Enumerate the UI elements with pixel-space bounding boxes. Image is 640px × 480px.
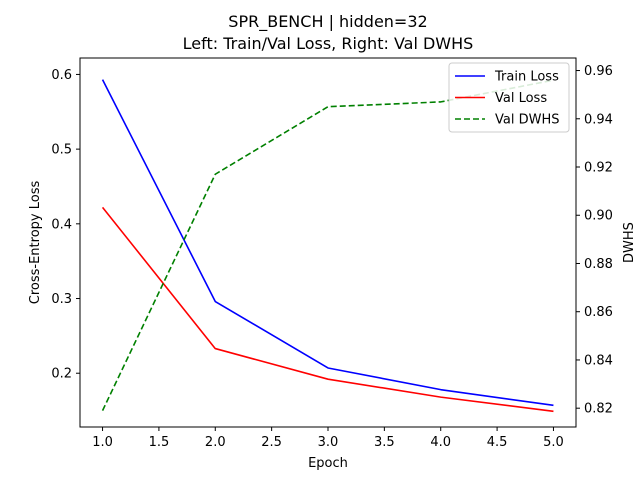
y-axis-left-label: Cross-Entropy Loss [28, 181, 43, 305]
y-right-tick-label: 0.96 [584, 64, 613, 79]
x-tick-label: 2.0 [205, 435, 226, 450]
legend-box [448, 62, 570, 133]
y-axis-right-label: DWHS [622, 222, 637, 263]
x-tick-label: 5.0 [543, 435, 564, 450]
y-right-tick-label: 0.90 [584, 209, 613, 224]
x-tick-label: 1.0 [92, 435, 113, 450]
chart-title: SPR_BENCH | hidden=32 [228, 12, 427, 32]
legend-items: Train Loss Val Loss Val DWHS [455, 70, 560, 128]
y-right-tick-label: 0.92 [584, 161, 613, 176]
x-tick-label: 1.5 [149, 435, 170, 450]
y-axis-left: 0.2 0.3 0.4 0.5 0.6 [51, 68, 80, 382]
legend: Train Loss Val Loss Val DWHS [448, 62, 570, 133]
series-line-val-loss [101, 206, 554, 413]
x-tick-label: 3.5 [374, 435, 395, 450]
x-tick-label: 4.5 [487, 435, 508, 450]
x-axis-label: Epoch [308, 456, 348, 471]
y-right-tick-label: 0.86 [584, 305, 613, 320]
y-left-tick-label: 0.2 [51, 367, 72, 382]
y-left-tick-label: 0.3 [51, 292, 72, 307]
y-left-tick-label: 0.5 [51, 143, 72, 158]
series-line-train-loss [101, 79, 554, 407]
x-tick-label: 3.0 [318, 435, 339, 450]
legend-label-val-loss: Val Loss [495, 91, 547, 106]
y-right-tick-label: 0.94 [584, 112, 613, 127]
x-axis: 1.0 1.5 2.0 2.5 3.0 3.5 4.0 4.5 5.0 [92, 427, 564, 450]
chart-subtitle: Left: Train/Val Loss, Right: Val DWHS [183, 34, 474, 53]
y-right-tick-label: 0.82 [584, 402, 613, 417]
legend-label-val-dwhs: Val DWHS [495, 113, 560, 128]
x-tick-label: 2.5 [261, 435, 282, 450]
y-axis-right: 0.82 0.84 0.86 0.88 0.90 0.92 0.94 0.96 [576, 64, 613, 417]
legend-label-train-loss: Train Loss [494, 70, 559, 85]
y-left-tick-label: 0.4 [51, 217, 72, 232]
y-right-tick-label: 0.88 [584, 257, 613, 272]
y-left-tick-label: 0.6 [51, 68, 72, 83]
y-right-tick-label: 0.84 [584, 353, 613, 368]
x-tick-label: 4.0 [430, 435, 451, 450]
